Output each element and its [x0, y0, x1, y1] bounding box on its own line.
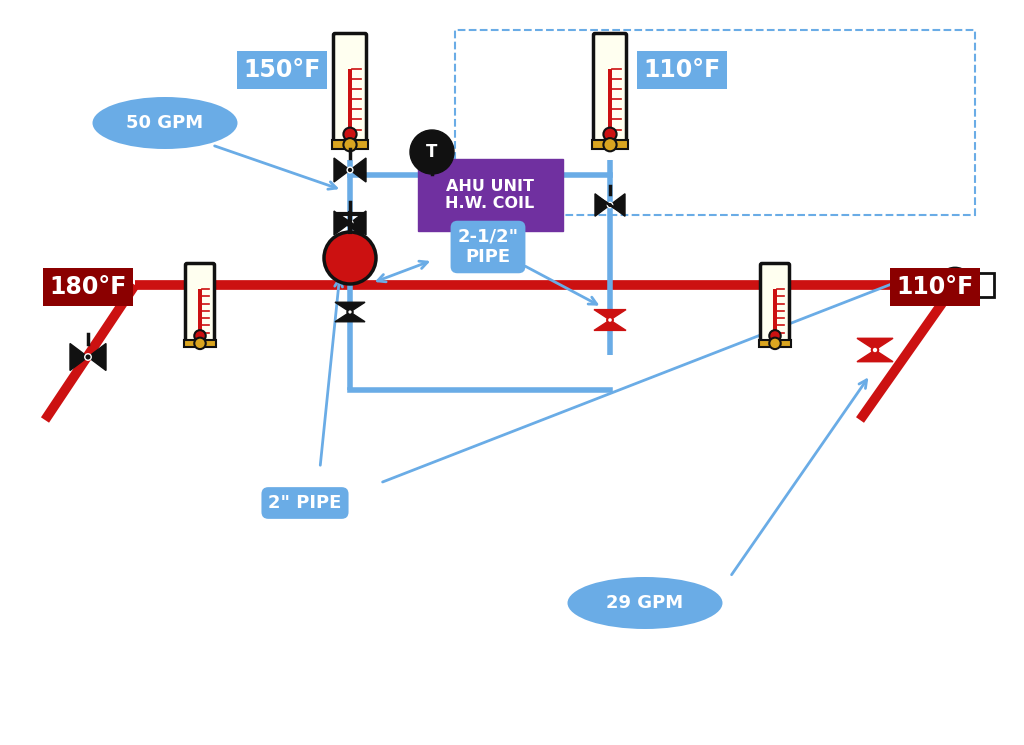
Bar: [332, 140, 368, 150]
Bar: [348, 69, 352, 133]
Text: 2-1/2"
PIPE: 2-1/2" PIPE: [458, 228, 518, 267]
Bar: [608, 69, 612, 133]
Circle shape: [769, 330, 780, 342]
Text: 50 GPM: 50 GPM: [126, 114, 204, 132]
Polygon shape: [335, 312, 365, 322]
FancyBboxPatch shape: [761, 264, 790, 341]
Polygon shape: [610, 194, 625, 216]
Polygon shape: [350, 158, 366, 182]
Text: 150°F: 150°F: [244, 58, 321, 82]
Circle shape: [871, 346, 879, 353]
Circle shape: [607, 203, 612, 208]
Text: 110°F: 110°F: [896, 275, 974, 299]
Circle shape: [347, 167, 353, 173]
Text: T: T: [426, 143, 437, 161]
Bar: [455, 30, 975, 215]
Circle shape: [195, 337, 206, 349]
Circle shape: [938, 268, 972, 302]
Circle shape: [347, 309, 352, 314]
Ellipse shape: [567, 577, 723, 629]
Circle shape: [603, 138, 616, 151]
Polygon shape: [594, 320, 626, 330]
FancyBboxPatch shape: [594, 34, 627, 142]
Polygon shape: [595, 194, 610, 216]
Bar: [970, 273, 994, 297]
Circle shape: [607, 317, 613, 323]
Circle shape: [603, 127, 616, 141]
Circle shape: [195, 330, 206, 342]
Polygon shape: [857, 350, 893, 362]
Text: 180°F: 180°F: [49, 275, 127, 299]
FancyBboxPatch shape: [334, 34, 367, 142]
Text: 110°F: 110°F: [643, 58, 721, 82]
Polygon shape: [70, 343, 88, 370]
Bar: [199, 289, 202, 335]
Bar: [184, 340, 216, 346]
Bar: [760, 340, 791, 346]
Bar: [592, 140, 628, 150]
FancyBboxPatch shape: [185, 264, 214, 341]
Bar: [418, 159, 562, 231]
Polygon shape: [335, 302, 365, 312]
Ellipse shape: [92, 97, 238, 149]
Polygon shape: [594, 310, 626, 320]
Circle shape: [324, 232, 376, 284]
Polygon shape: [88, 343, 106, 370]
Text: AHU UNIT
H.W. COIL: AHU UNIT H.W. COIL: [445, 179, 535, 211]
Text: 29 GPM: 29 GPM: [606, 594, 684, 612]
Bar: [773, 289, 776, 335]
Circle shape: [347, 220, 353, 226]
Circle shape: [410, 130, 454, 174]
Circle shape: [343, 138, 356, 151]
Circle shape: [343, 127, 356, 141]
Circle shape: [85, 354, 91, 361]
Polygon shape: [334, 211, 350, 235]
Polygon shape: [334, 158, 350, 182]
Circle shape: [769, 337, 780, 349]
Text: 2" PIPE: 2" PIPE: [268, 494, 342, 512]
Polygon shape: [857, 338, 893, 350]
Polygon shape: [350, 211, 366, 235]
